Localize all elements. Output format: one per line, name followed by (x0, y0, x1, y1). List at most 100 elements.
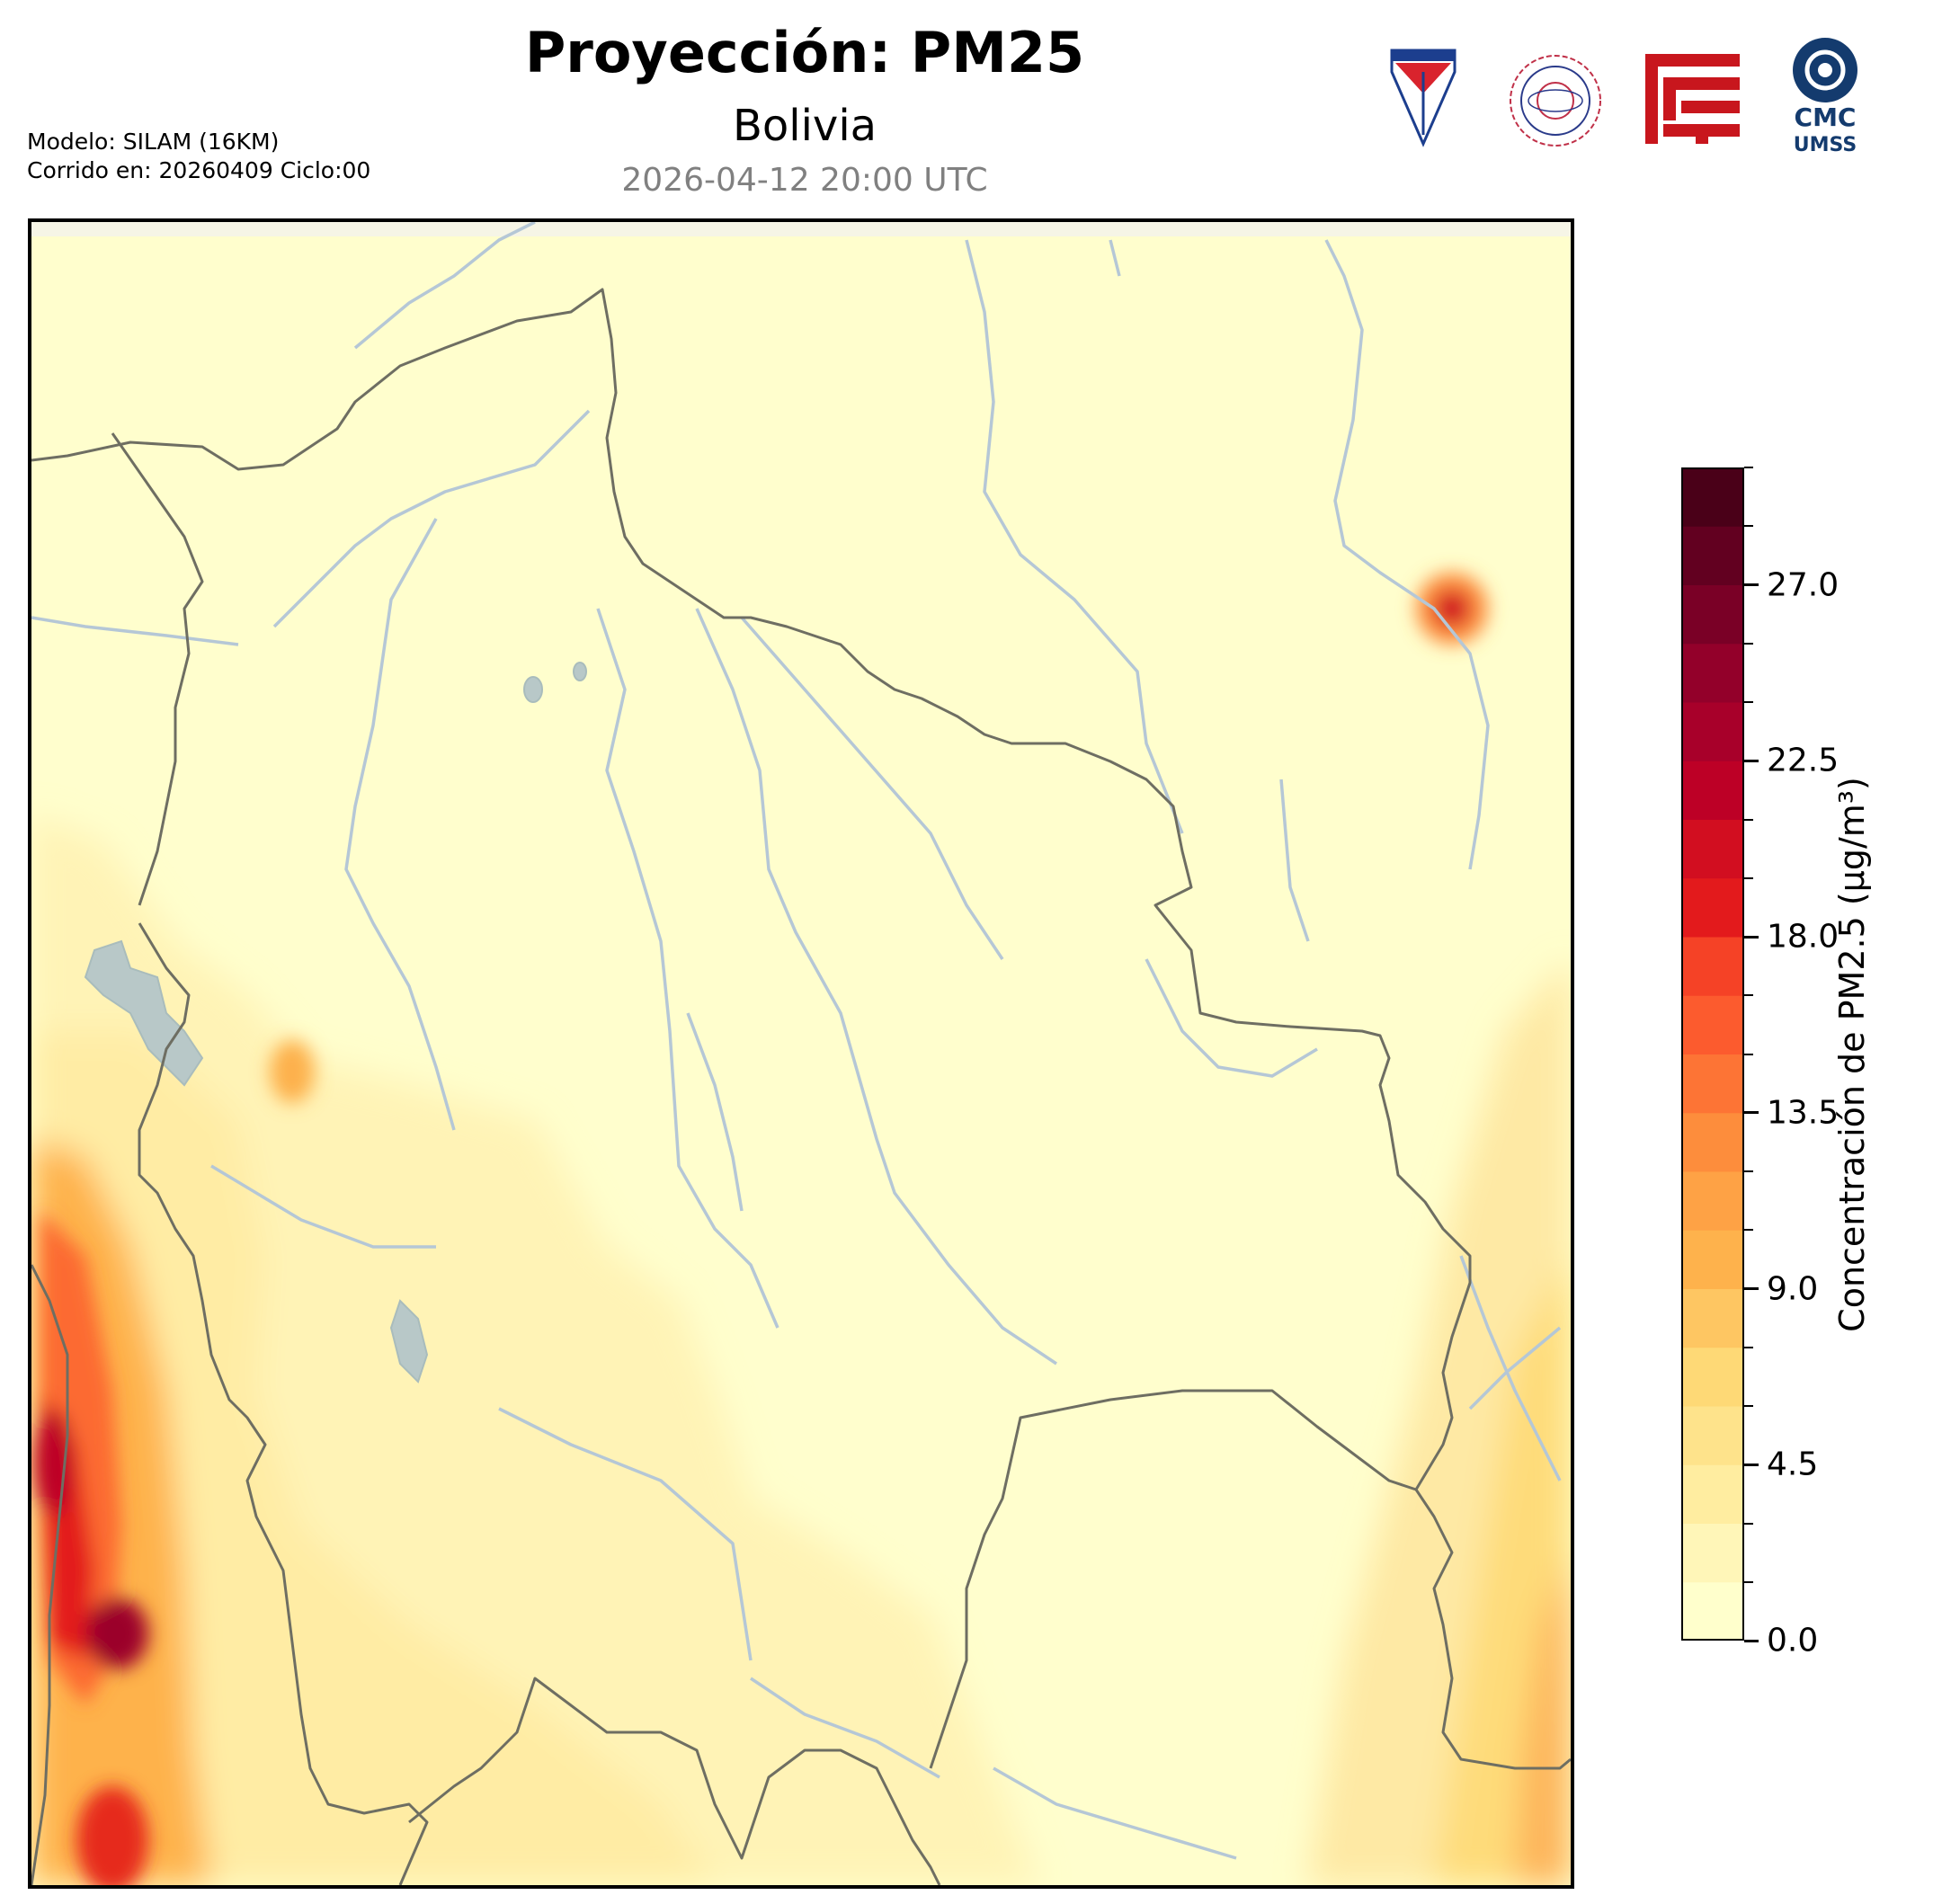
colorbar-segment (1681, 1230, 1744, 1289)
colorbar-minor-tick (1744, 1170, 1753, 1172)
colorbar-minor-tick (1744, 1405, 1753, 1407)
colorbar-major-tick (1744, 1639, 1759, 1642)
colorbar-segment (1681, 643, 1744, 703)
colorbar-major-tick (1744, 935, 1759, 939)
river-14 (210, 1164, 436, 1249)
model-line: Modelo: SILAM (16KM) (27, 129, 280, 155)
colorbar-segment (1681, 1347, 1744, 1407)
river-16 (750, 1677, 940, 1779)
red-geometric-logo (1645, 54, 1740, 144)
colorbar-tick-label: 0.0 (1767, 1622, 1819, 1659)
colorbar-minor-tick (1744, 701, 1753, 703)
colorbar-tick-label: 22.5 (1767, 742, 1840, 779)
andes-peak-4 (34, 1409, 74, 1517)
river-8 (344, 518, 456, 1131)
colorbar (1681, 467, 1744, 1641)
river-6 (740, 616, 1004, 960)
colorbar-label: Concentración de PM2.5 (μg/m³) (1832, 777, 1872, 1332)
colorbar-minor-tick (1744, 876, 1753, 879)
colorbar-segment (1681, 1523, 1744, 1583)
lake-titicaca (84, 939, 204, 1087)
andes-peak-3 (85, 1597, 148, 1669)
river-4 (596, 608, 779, 1329)
colorbar-tick-label: 18.0 (1767, 918, 1840, 956)
colorbar-minor-tick (1744, 818, 1753, 821)
contour-level-se-3 (1515, 1553, 1571, 1885)
colorbar-major-tick (1744, 759, 1759, 762)
river-15 (498, 1407, 753, 1661)
colorbar-tick-label: 9.0 (1767, 1270, 1819, 1307)
river-10 (1109, 239, 1121, 277)
map-top-strip (31, 222, 1571, 236)
colorbar-major-tick (1744, 1463, 1759, 1466)
lake-small-1 (523, 676, 543, 703)
river-18 (1459, 1255, 1562, 1481)
colorbar-segment (1681, 1112, 1744, 1172)
contour-level-low-2 (31, 1031, 715, 1885)
river-5 (695, 608, 1057, 1366)
colorbar-segment (1681, 1406, 1744, 1465)
colorbar-segment (1681, 819, 1744, 879)
colorbar-major-tick (1744, 1287, 1759, 1290)
colorbar-segment (1681, 1581, 1744, 1641)
page-subtitle: Bolivia (732, 101, 877, 151)
border-bolivia-south (408, 1677, 941, 1885)
lakes (84, 662, 587, 1384)
titicaca-spot (270, 1040, 315, 1103)
border-chaco (929, 1389, 1417, 1769)
pm25-map (31, 222, 1571, 1885)
run-line: Corrido en: 20260409 Ciclo:00 (27, 157, 371, 183)
river-2 (31, 616, 239, 646)
colorbar-major-tick (1744, 583, 1759, 586)
logos: CMC UMSS (1390, 38, 1857, 156)
umss-shield-logo (1390, 49, 1456, 147)
river-1 (353, 222, 536, 350)
colorbar-segment (1681, 877, 1744, 938)
colorbar-segment (1681, 995, 1744, 1054)
colorbar-tick-label: 13.5 (1767, 1094, 1840, 1132)
river-11 (1324, 239, 1490, 870)
river-19 (1468, 1326, 1562, 1410)
river-7 (686, 1012, 744, 1212)
colorbar-minor-tick (1744, 525, 1753, 528)
river-3 (272, 409, 591, 628)
colorbar-segment (1681, 761, 1744, 820)
border-peru-chile (111, 432, 204, 906)
andes-peak-5 (76, 1786, 148, 1885)
map-panel[interactable] (28, 218, 1574, 1889)
page-title: Proyección: PM25 (524, 20, 1085, 85)
umss-text: UMSS (1794, 134, 1857, 156)
lake-poopo (389, 1299, 429, 1384)
colorbar-tick-label: 4.5 (1767, 1446, 1819, 1483)
colorbar-minor-tick (1744, 1522, 1753, 1525)
colorbar-segment (1681, 467, 1744, 527)
river-13 (1145, 958, 1318, 1078)
departamento-fisica-seal-logo (1510, 55, 1601, 147)
colorbar-minor-tick (1744, 994, 1753, 997)
colorbar-border (1681, 467, 1744, 1641)
river-9 (965, 239, 1184, 834)
river-17 (993, 1766, 1237, 1860)
border-bolivia-west (31, 1264, 69, 1885)
colorbar-segment (1681, 584, 1744, 645)
brazil-hotspot (1434, 591, 1470, 627)
cmc-umss-logo: CMC UMSS (1793, 38, 1857, 156)
forecast-datetime: 2026-04-12 20:00 UTC (621, 162, 988, 199)
colorbar-segment (1681, 1171, 1744, 1231)
borders (31, 288, 1571, 1885)
lake-small-2 (573, 662, 587, 681)
colorbar-minor-tick (1744, 467, 1753, 468)
colorbar-minor-tick (1744, 1229, 1753, 1232)
colorbar-segment (1681, 1464, 1744, 1524)
border-bolivia-southwest (138, 922, 429, 1885)
colorbar-segment (1681, 1054, 1744, 1114)
rivers (31, 222, 1562, 1860)
colorbar-minor-tick (1744, 1053, 1753, 1055)
model-info: Modelo: SILAM (16KM) Corrido en: 2026040… (27, 128, 370, 185)
cmc-text: CMC (1795, 102, 1857, 132)
colorbar-minor-tick (1744, 1346, 1753, 1348)
colorbar-tick-label: 27.0 (1767, 566, 1840, 603)
colorbar-minor-tick (1744, 1580, 1753, 1583)
colorbar-major-tick (1744, 1111, 1759, 1115)
river-12 (1279, 779, 1310, 942)
